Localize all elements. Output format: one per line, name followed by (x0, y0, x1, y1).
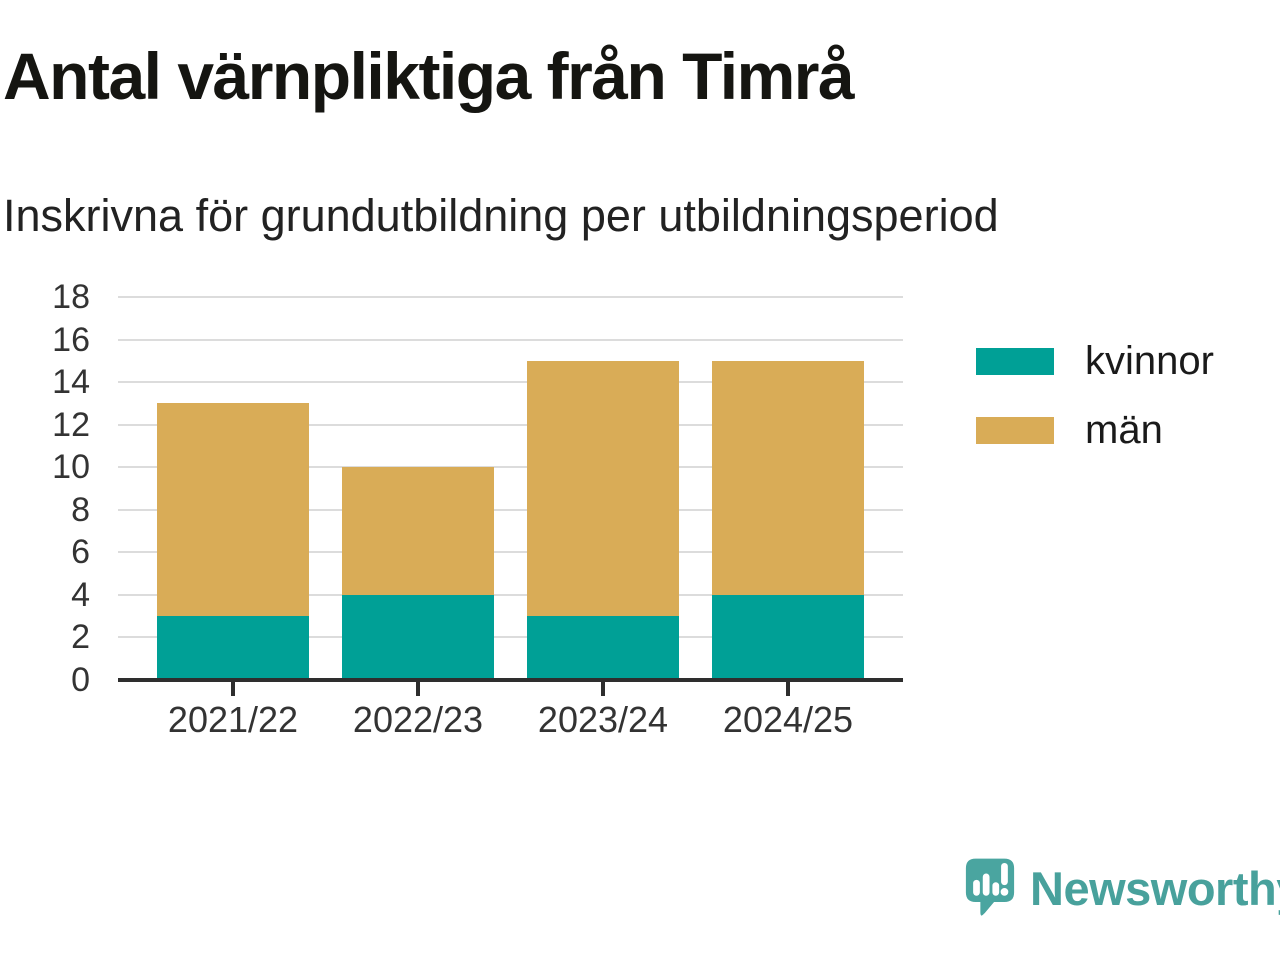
legend-item-kvinnor: kvinnor (976, 341, 1214, 381)
gridline-y-18 (118, 296, 903, 298)
newsworthy-logo: Newsworthy (963, 855, 1280, 922)
bar-segment-2023/24-män (527, 360, 679, 617)
x-tick-label-2021/22: 2021/22 (167, 699, 299, 740)
legend-swatch-kvinnor (976, 347, 1054, 375)
x-tick-2024/25 (786, 682, 790, 696)
chart-title: Antal värnpliktiga från Timrå (3, 39, 855, 113)
legend-label-man: män (1085, 408, 1163, 452)
bar-segment-2022/23-män (342, 467, 494, 595)
bar-segment-2024/25-kvinnor (712, 594, 864, 680)
gridline-y-4 (118, 593, 903, 596)
x-tick-2021/22 (231, 682, 235, 696)
y-tick-label-4: 4 (71, 575, 90, 614)
gridline-y-2 (118, 636, 903, 639)
legend: kvinnor män (976, 341, 1214, 450)
x-tick-label-2024/25: 2024/25 (722, 699, 854, 740)
bar-chart-speech-bubble-icon (963, 855, 1017, 922)
y-tick-label-14: 14 (52, 363, 90, 402)
bar-segment-2022/23-kvinnor (342, 594, 494, 680)
y-tick-label-2: 2 (71, 618, 90, 657)
legend-label-kvinnor: kvinnor (1085, 339, 1214, 383)
chart-subtitle: Inskrivna för grundutbildning per utbild… (3, 190, 999, 241)
y-tick-label-6: 6 (71, 533, 90, 572)
bar-segment-2021/22-män (157, 403, 309, 617)
x-tick-2022/23 (416, 682, 420, 696)
y-tick-label-16: 16 (52, 320, 90, 359)
y-tick-label-8: 8 (71, 490, 90, 529)
x-tick-label-2022/23: 2022/23 (352, 699, 484, 740)
bar-segment-2024/25-män (712, 360, 864, 595)
gridline-y-6 (118, 551, 903, 554)
x-tick-2023/24 (601, 682, 605, 696)
bar-segment-2023/24-kvinnor (527, 616, 679, 680)
x-tick-label-2023/24: 2023/24 (537, 699, 669, 740)
newsworthy-wordmark: Newsworthy (1030, 861, 1280, 915)
legend-swatch-man (976, 416, 1054, 444)
plot-area (118, 296, 903, 696)
bar-segment-2021/22-kvinnor (157, 616, 309, 680)
gridline-y-8 (118, 508, 903, 511)
gridline-y-10 (118, 466, 903, 469)
y-tick-label-12: 12 (52, 405, 90, 444)
x-axis-line (118, 678, 903, 682)
gridline-y-16 (118, 338, 903, 341)
gridline-y-14 (118, 381, 903, 384)
y-tick-label-0: 0 (71, 661, 90, 699)
y-tick-label-10: 10 (52, 448, 90, 487)
y-tick-label-18: 18 (52, 278, 90, 316)
gridline-y-12 (118, 423, 903, 426)
legend-item-man: män (976, 410, 1214, 450)
